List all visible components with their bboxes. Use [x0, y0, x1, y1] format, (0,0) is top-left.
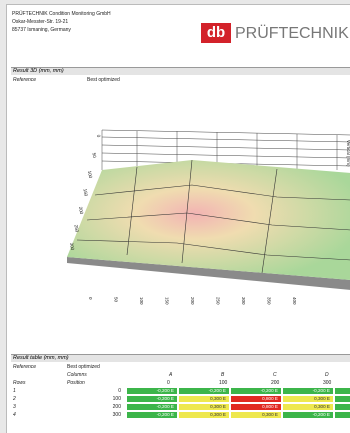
logo-text: PRÜFTECHNIK	[235, 25, 349, 42]
column-position: 0	[167, 380, 170, 386]
company-line: PRÜFTECHNIK Condition Monitoring GmbH	[12, 11, 111, 17]
column-name: B	[221, 372, 225, 378]
y-tick-label: 150	[83, 188, 89, 197]
section-title: Result table (mm, mm)	[11, 354, 350, 362]
y-tick-label: 200	[78, 206, 84, 215]
label: Reference	[13, 77, 37, 83]
table-cell: -0,200 E	[127, 412, 177, 418]
company-line: 85737 Ismaning, Germany	[12, 27, 71, 33]
x-tick-label: 150	[165, 297, 170, 305]
row-position: 0	[118, 388, 121, 394]
x-tick-label: 100	[139, 297, 144, 305]
table-cell: 0,800 E	[231, 404, 281, 410]
value: Best optimized	[67, 364, 100, 370]
table-cell: 0,300 E	[283, 404, 333, 410]
column-position: 100	[219, 380, 228, 386]
column-position: 200	[271, 380, 280, 386]
table-cell: -0,200 E	[231, 388, 281, 394]
row-name: 2	[13, 396, 16, 402]
column-position: 300	[323, 380, 332, 386]
base	[67, 257, 350, 290]
row-position: 300	[112, 412, 121, 418]
x-tick-label: 0	[88, 297, 93, 300]
table-cell: -0,200 E	[335, 388, 350, 394]
label: Columns	[67, 372, 87, 378]
table-cell: -0,200 E	[335, 412, 350, 418]
table-cell: 0,300 E	[179, 396, 229, 402]
table-cell: 0,800 E	[231, 396, 281, 402]
page: PRÜFTECHNIK Condition Monitoring GmbH Os…	[6, 4, 350, 433]
x-tick-label: 50	[114, 297, 119, 303]
table-cell: -0,200 E	[283, 388, 333, 394]
surface-plot: 0 50 100 150 200 250 300 350 400 0 50 100 150 200 250 3…	[67, 129, 350, 305]
table-cell: -0,200 E	[335, 404, 350, 410]
table-cell: -0,200 E	[179, 388, 229, 394]
x-tick-label: 300	[241, 297, 246, 305]
table-cell: -0,200 E	[335, 396, 350, 402]
row-name: 1	[13, 388, 16, 394]
table-cell: 0,300 E	[179, 404, 229, 410]
surface	[67, 160, 350, 280]
table-cell: -0,200 E	[127, 396, 177, 402]
label: Rows	[13, 380, 26, 386]
company-line: Oskar-Messter-Str. 19-21	[12, 19, 69, 25]
section-title: Result 3D (mm, mm)	[11, 67, 350, 75]
row-position: 200	[112, 404, 121, 410]
x-tick-label: 350	[267, 297, 272, 305]
x-tick-label: 200	[190, 297, 195, 305]
value: Best optimized	[87, 77, 120, 83]
column-name: D	[325, 372, 329, 378]
label: Position	[67, 380, 85, 386]
x-tick-label: 250	[216, 297, 221, 305]
table-cell: -0,200 E	[283, 412, 333, 418]
label: Reference	[13, 364, 37, 370]
surface-mesh	[76, 159, 350, 274]
table-cell: 0,300 E	[231, 412, 281, 418]
table-cell: -0,200 E	[127, 388, 177, 394]
logo-mark: db	[201, 23, 231, 43]
y-tick-label: 250	[74, 224, 80, 233]
row-name: 4	[13, 412, 16, 418]
y-tick-label: 100	[87, 170, 93, 179]
column-name: C	[273, 372, 277, 378]
z-axis-label: Vertical (mm)	[346, 140, 350, 167]
row-name: 3	[13, 404, 16, 410]
row-position: 100	[112, 396, 121, 402]
y-tick-label: 300	[69, 242, 75, 251]
table-cell: 0,300 E	[283, 396, 333, 402]
y-tick-label: 0	[96, 134, 101, 138]
column-name: A	[169, 372, 173, 378]
x-tick-label: 400	[292, 297, 297, 305]
y-tick-label: 50	[92, 152, 98, 158]
table-cell: 0,300 E	[179, 412, 229, 418]
table-cell: -0,200 E	[127, 404, 177, 410]
